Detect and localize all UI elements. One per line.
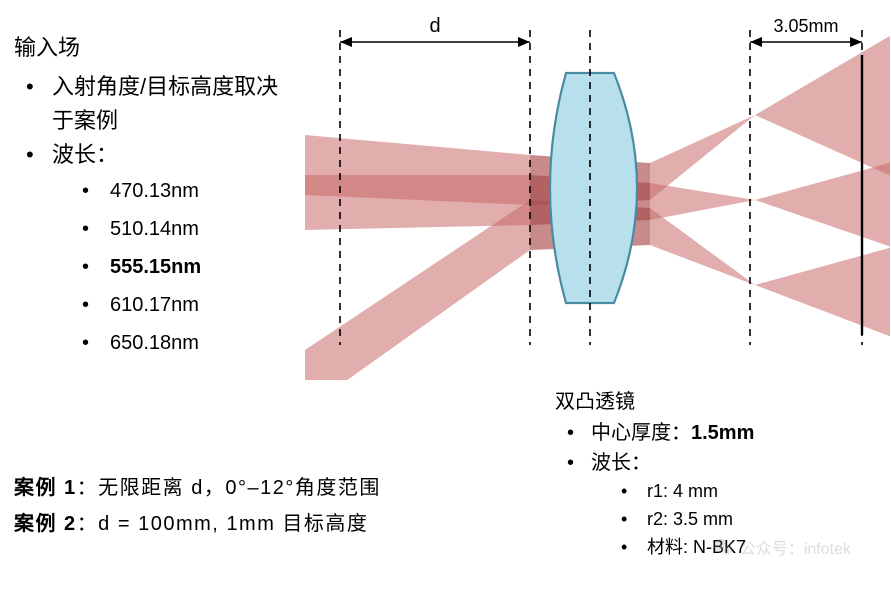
wavelength-item: 610.17nm	[82, 286, 294, 324]
wavelength-item: 555.15nm	[82, 248, 294, 286]
diagram-svg: d 3.05mm	[300, 0, 890, 380]
case-2: 案例 2：d = 100mm, 1mm 目标高度	[14, 506, 534, 542]
watermark: 公众号：infotek	[712, 535, 851, 559]
cases-panel: 案例 1：无限距离 d，0°–12°角度范围 案例 2：d = 100mm, 1…	[14, 470, 534, 542]
wavelength-item: 650.18nm	[82, 324, 294, 362]
wavelength-item: 470.13nm	[82, 172, 294, 210]
optical-diagram: d 3.05mm	[300, 0, 890, 380]
lens-r1: r1: 4 mm	[621, 478, 890, 506]
bullet-wavelength: 波长： 470.13nm 510.14nm 555.15nm 610.17nm …	[22, 138, 294, 362]
svg-text:3.05mm: 3.05mm	[773, 16, 838, 36]
wavelength-item: 510.14nm	[82, 210, 294, 248]
lens-thickness: 中心厚度：1.5mm	[563, 418, 890, 448]
bullet-angle-height: 入射角度/目标高度取决于案例	[22, 70, 294, 138]
watermark-text: 公众号：infotek	[740, 535, 851, 559]
lens-r2: r2: 3.5 mm	[621, 506, 890, 534]
wechat-icon	[712, 536, 734, 558]
input-title: 输入场	[14, 30, 294, 62]
case-1: 案例 1：无限距离 d，0°–12°角度范围	[14, 470, 534, 506]
wavelength-list: 470.13nm 510.14nm 555.15nm 610.17nm 650.…	[52, 172, 294, 362]
input-field-panel: 输入场 入射角度/目标高度取决于案例 波长： 470.13nm 510.14nm…	[14, 30, 294, 362]
lens-title: 双凸透镜	[555, 385, 890, 414]
input-bullets: 入射角度/目标高度取决于案例 波长： 470.13nm 510.14nm 555…	[14, 70, 294, 362]
svg-text:d: d	[429, 15, 440, 37]
